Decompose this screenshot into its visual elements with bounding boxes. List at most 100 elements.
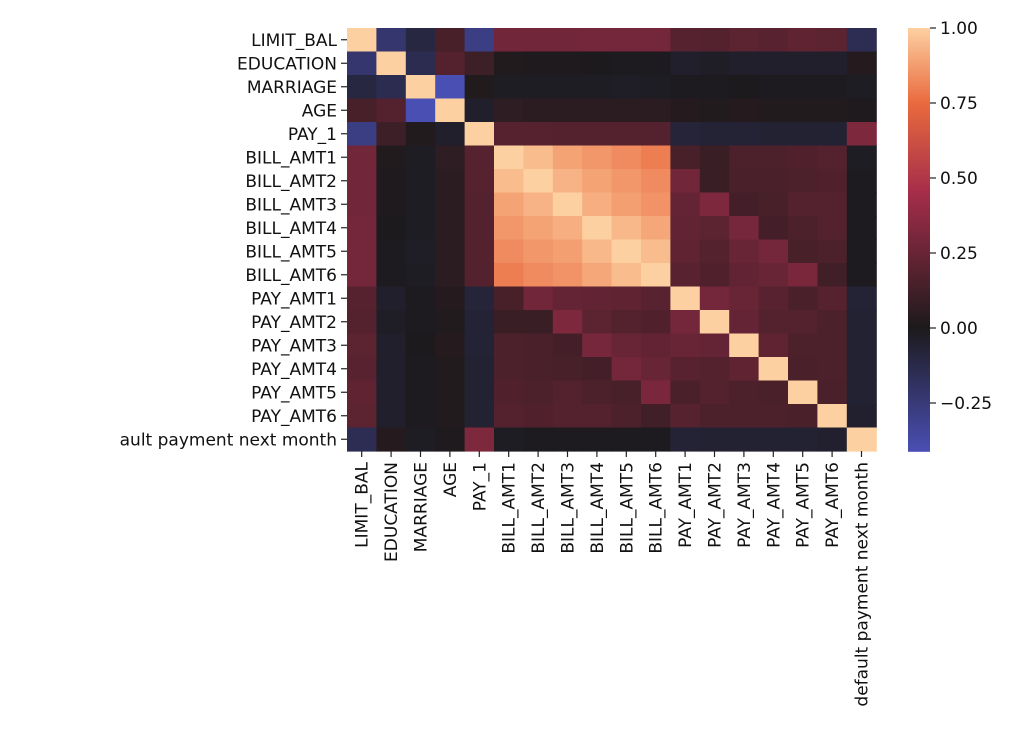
heatmap-cell — [523, 216, 554, 241]
heatmap-cell — [758, 427, 789, 452]
heatmap-cell — [729, 380, 760, 405]
heatmap-cell — [758, 310, 789, 335]
heatmap-cell — [582, 239, 613, 264]
heatmap-cell — [846, 216, 877, 241]
heatmap-cell — [758, 263, 789, 288]
heatmap-cell — [523, 98, 554, 123]
heatmap-cells — [347, 28, 877, 452]
heatmap-cell — [758, 98, 789, 123]
heatmap-cell — [641, 427, 671, 452]
column-tick-label: EDUCATION — [382, 462, 402, 562]
colorbar-segment — [908, 49, 930, 53]
heatmap-cell — [494, 404, 524, 429]
heatmap-cell — [494, 310, 524, 335]
heatmap-cell — [376, 145, 407, 170]
heatmap-cell — [347, 310, 377, 335]
heatmap-cell — [523, 427, 554, 452]
colorbar-segment — [908, 110, 930, 114]
heatmap-cell — [376, 169, 407, 194]
colorbar-segment — [908, 60, 930, 65]
heatmap-cell — [523, 380, 554, 405]
colorbar-segment — [908, 427, 930, 431]
heatmap-cell — [494, 51, 524, 76]
heatmap-cell — [552, 122, 583, 147]
heatmap-cell — [405, 28, 436, 53]
heatmap-cell — [523, 28, 554, 53]
heatmap-cell — [817, 286, 848, 311]
heatmap-cell — [611, 404, 642, 429]
heatmap-cell — [729, 404, 760, 429]
heatmap-cell — [788, 51, 818, 76]
colorbar-segment — [908, 237, 930, 241]
colorbar-segment — [908, 418, 930, 422]
colorbar-segment — [908, 244, 930, 248]
heatmap-cell — [464, 239, 495, 264]
colorbar-segment — [908, 317, 930, 321]
colorbar-segment — [908, 223, 930, 227]
colorbar-segment — [908, 396, 930, 401]
colorbar-segment — [908, 44, 930, 48]
column-tick-label: BILL_AMT5 — [617, 462, 637, 554]
heatmap-cell — [641, 310, 671, 335]
colorbar-segment — [908, 368, 930, 372]
heatmap-cell — [817, 404, 848, 429]
heatmap-cell — [817, 98, 848, 123]
heatmap-cell — [464, 169, 495, 194]
heatmap-cell — [758, 75, 789, 100]
heatmap-cell — [376, 286, 407, 311]
heatmap-cell — [494, 286, 524, 311]
heatmap-cell — [641, 357, 671, 382]
heatmap-cell — [376, 357, 407, 382]
colorbar-segment — [908, 32, 930, 36]
row-tick-label: PAY_AMT5 — [251, 383, 337, 403]
heatmap-cell — [582, 122, 613, 147]
colorbar-segment — [908, 86, 930, 90]
heatmap-cell — [611, 427, 642, 452]
heatmap-cell — [699, 145, 730, 170]
heatmap-cell — [817, 239, 848, 264]
heatmap-cell — [846, 310, 877, 335]
colorbar-segment — [908, 206, 930, 210]
colorbar-segment — [908, 239, 930, 243]
heatmap-cell — [376, 404, 407, 429]
colorbar-segment — [908, 220, 930, 224]
heatmap-cell — [405, 169, 436, 194]
colorbar-segment — [908, 138, 930, 142]
colorbar-segment — [908, 154, 930, 159]
heatmap-cell — [788, 169, 818, 194]
heatmap-cell — [582, 286, 613, 311]
colorbar-segment — [908, 84, 930, 88]
heatmap-cell — [347, 169, 377, 194]
heatmap-cell — [670, 310, 701, 335]
heatmap-cell — [641, 404, 671, 429]
colorbar-segment — [908, 58, 930, 62]
heatmap-cell — [788, 263, 818, 288]
colorbar-segment — [908, 270, 930, 274]
heatmap-cell — [699, 169, 730, 194]
heatmap-cell — [464, 310, 495, 335]
colorbar-segment — [908, 349, 930, 354]
colorbar-segment — [908, 406, 930, 410]
colorbar-segment — [908, 119, 930, 123]
heatmap-cell — [435, 75, 466, 100]
column-tick-labels: LIMIT_BAL EDUCATION MARRIAGE AGE PAY_1 BILL_A… — [353, 451, 873, 707]
heatmap-cell — [435, 286, 466, 311]
colorbar-segment — [908, 51, 930, 55]
heatmap-cell — [788, 145, 818, 170]
heatmap-cell — [523, 51, 554, 76]
colorbar-segment — [908, 408, 930, 412]
heatmap-cell — [758, 28, 789, 53]
heatmap-cell — [464, 357, 495, 382]
heatmap-cell — [729, 28, 760, 53]
colorbar-segment — [908, 439, 930, 443]
heatmap-cell — [758, 357, 789, 382]
colorbar-segment — [908, 28, 930, 32]
heatmap-cell — [729, 333, 760, 358]
heatmap-cell — [699, 427, 730, 452]
colorbar-segment — [908, 436, 930, 441]
heatmap-cell — [817, 28, 848, 53]
heatmap-cell — [641, 51, 671, 76]
column-tick-label: BILL_AMT6 — [647, 462, 667, 554]
colorbar-segment — [908, 326, 930, 330]
row-tick-label: PAY_AMT4 — [251, 360, 337, 380]
